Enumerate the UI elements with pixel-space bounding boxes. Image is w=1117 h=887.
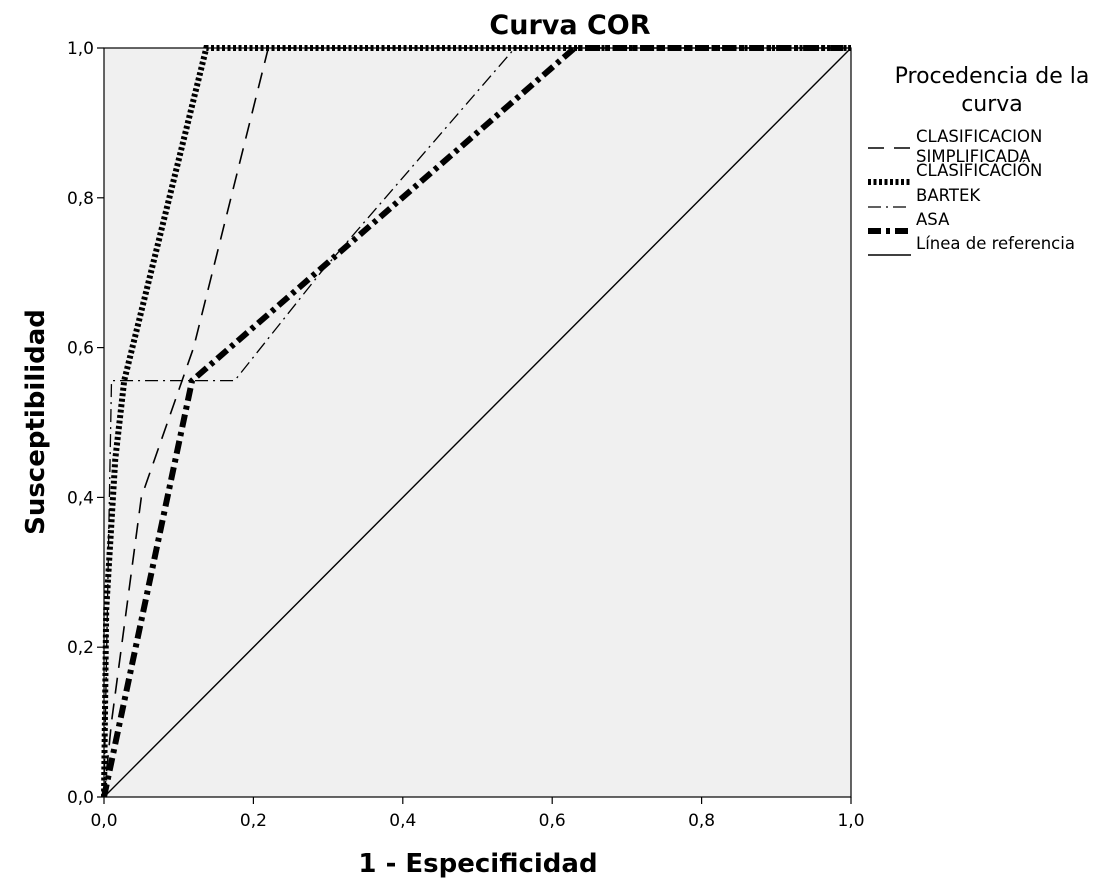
y-tick-label: 0,8	[67, 189, 94, 209]
chart-title: Curva COR	[489, 10, 650, 41]
series-layer	[101, 45, 852, 798]
legend-title: curva	[961, 92, 1023, 117]
y-tick-label: 0,2	[67, 638, 94, 658]
legend-label: CLASIFICACIÓN	[916, 161, 1042, 180]
y-tick-label: 1,0	[67, 39, 94, 59]
legend-label: SIMPLIFICADA	[916, 147, 1031, 166]
series-line-clasificación	[101, 45, 851, 798]
legend-label: Línea de referencia	[916, 234, 1075, 253]
y-tick-label: 0,6	[67, 339, 94, 359]
series-line-línea-de-referencia	[103, 47, 852, 798]
x-tick-label: 0,0	[90, 811, 117, 831]
x-tick-label: 0,4	[389, 811, 416, 831]
x-tick-label: 1,0	[837, 811, 864, 831]
legend-label: CLASIFICACION	[916, 127, 1042, 146]
legend-label: ASA	[916, 210, 950, 229]
x-axis: 0,0 0,2 0,4 0,6 0,8 1,0	[90, 797, 865, 831]
x-tick-label: 0,6	[539, 811, 566, 831]
series-line-asa	[101, 45, 851, 798]
y-axis-label: Susceptibilidad	[21, 309, 51, 535]
x-axis-label: 1 - Especificidad	[358, 849, 597, 879]
y-tick-label: 0,4	[67, 488, 94, 508]
legend-label: BARTEK	[916, 186, 981, 205]
legend-title: Procedencia de la	[895, 64, 1090, 89]
legend: Procedencia de la curva CLASIFICACIONSIMPL…	[868, 64, 1090, 256]
y-tick-label: 0,0	[67, 788, 94, 808]
x-tick-label: 0,2	[240, 811, 267, 831]
y-axis: 0,0 0,2 0,4 0,6 0,8 1,0	[67, 39, 104, 808]
x-tick-label: 0,8	[688, 811, 715, 831]
